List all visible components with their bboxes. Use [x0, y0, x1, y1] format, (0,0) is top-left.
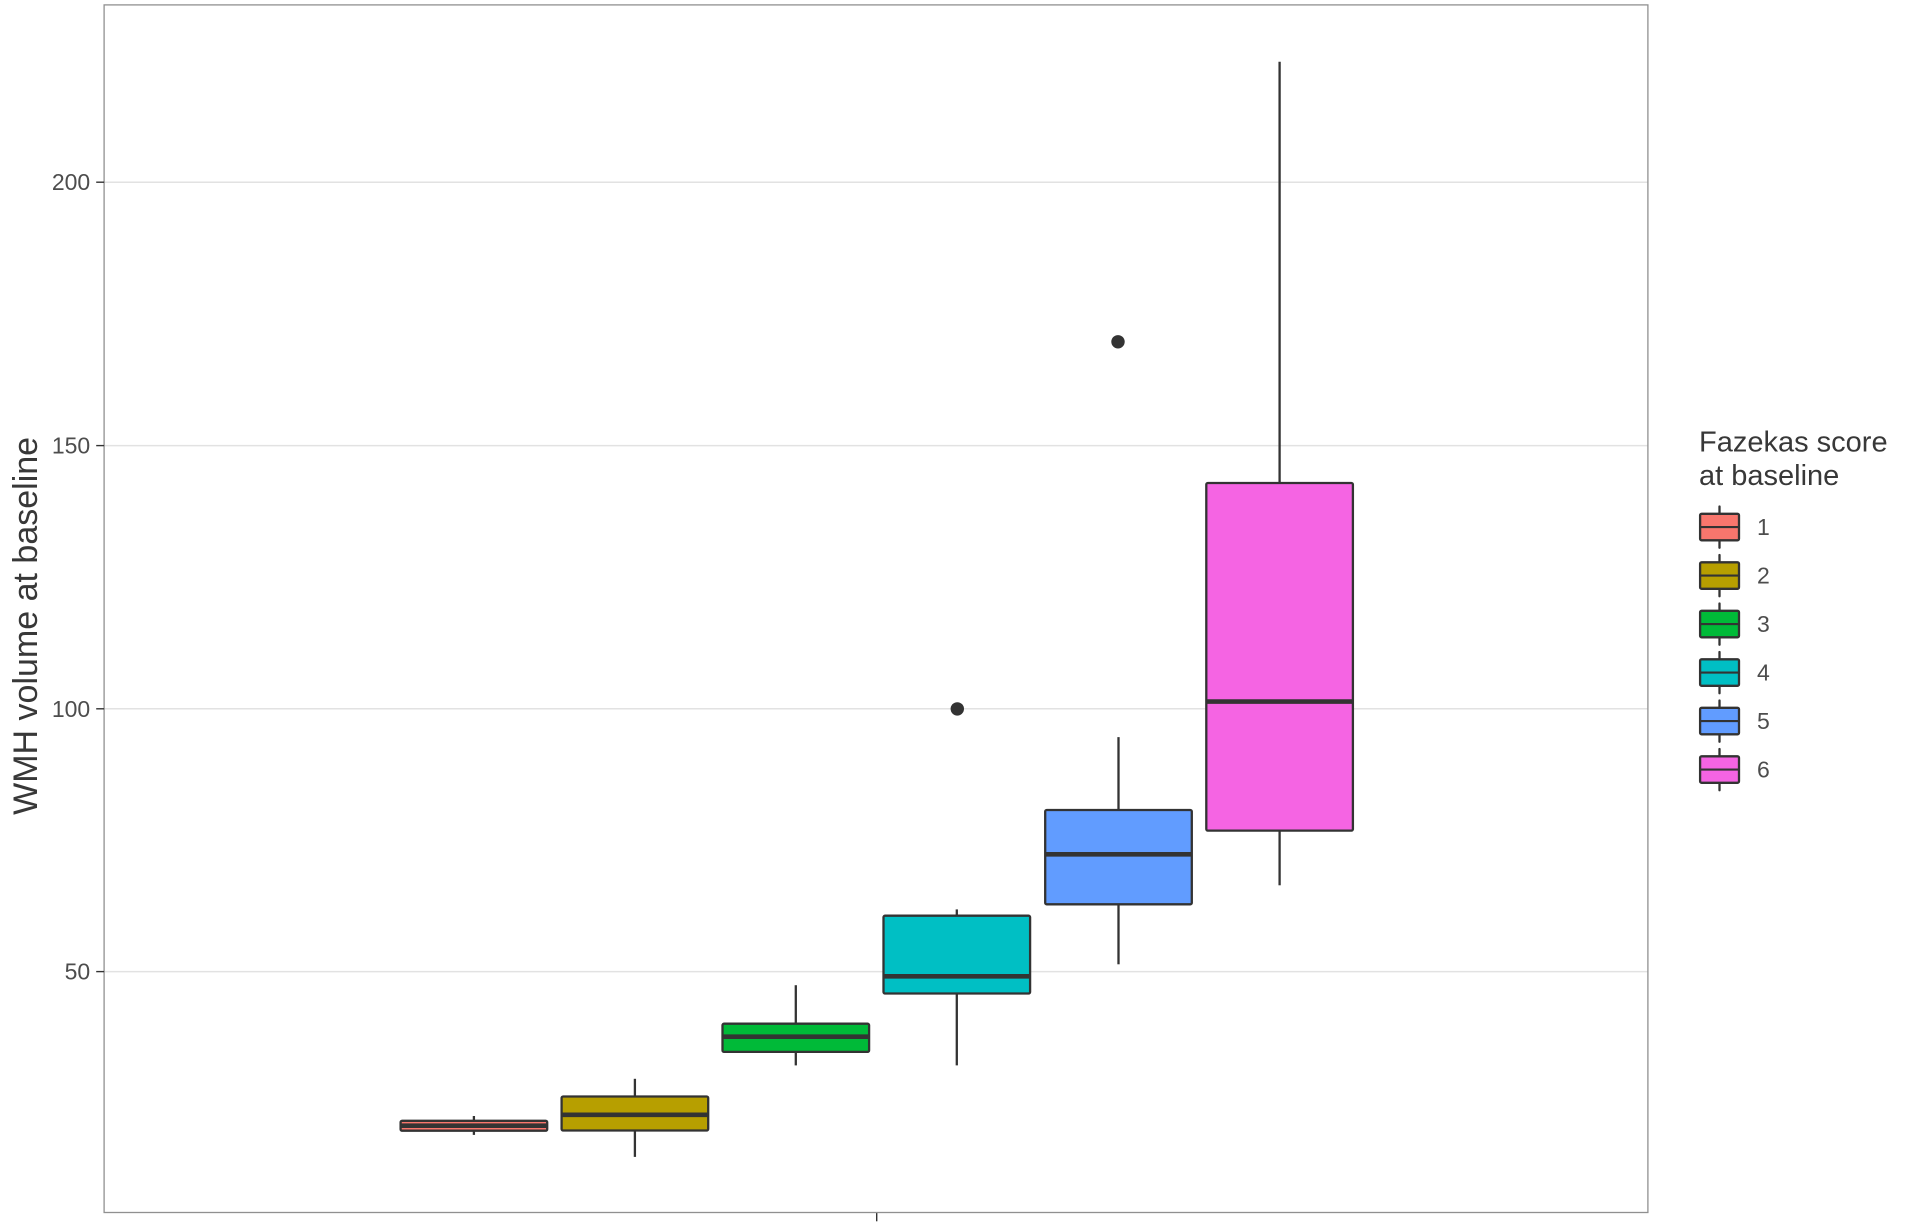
svg-text:2: 2 [1757, 563, 1770, 589]
svg-text:at baseline: at baseline [1699, 460, 1839, 492]
svg-text:150: 150 [52, 433, 90, 459]
svg-text:200: 200 [52, 169, 90, 195]
svg-text:WMH volume at baseline: WMH volume at baseline [7, 437, 45, 815]
svg-text:5: 5 [1757, 708, 1770, 734]
svg-text:1: 1 [1757, 514, 1770, 540]
svg-text:50: 50 [65, 959, 91, 985]
svg-text:100: 100 [52, 696, 90, 722]
svg-text:6: 6 [1757, 757, 1770, 783]
svg-text:Fazekas score: Fazekas score [1699, 427, 1888, 459]
svg-text:4: 4 [1757, 660, 1770, 686]
svg-text:3: 3 [1757, 611, 1770, 637]
